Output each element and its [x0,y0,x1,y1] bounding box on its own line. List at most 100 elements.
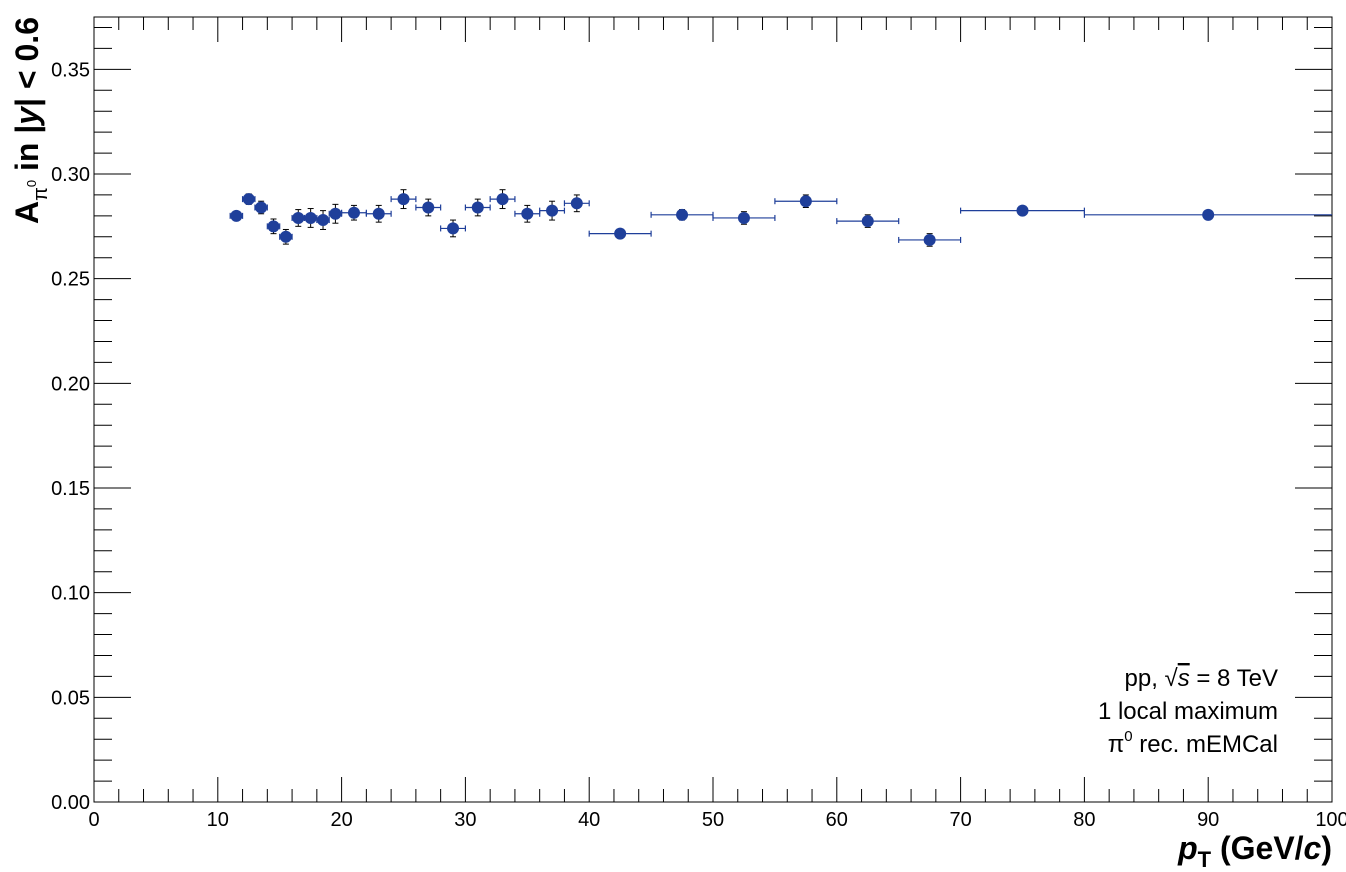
point-marker [279,230,292,243]
point-marker [496,193,509,206]
y-axis-title: Aπ0 in |y| < 0.6 [9,17,52,224]
data-point [650,208,714,221]
legend-line-1-var: s [1178,665,1190,692]
data-point [712,211,776,225]
x-tick-label: 60 [826,809,848,831]
legend-line-3-b: rec. mEMCal [1133,731,1278,758]
y-tick-label: 0.25 [51,269,90,291]
data-point [303,208,318,228]
legend-line-1-b: = 8 TeV [1190,665,1278,692]
point-marker [267,220,280,233]
x-tick-label: 0 [88,809,99,831]
data-point [836,214,900,228]
point-marker [372,207,385,220]
x-tick-label: 80 [1073,809,1095,831]
legend-line-1: pp, √s = 8 TeV [1125,665,1279,692]
data-point [316,210,330,230]
legend-line-2: 1 local maximum [1098,698,1278,725]
data-point [898,233,962,247]
y-axis-title-main: A [9,201,45,224]
x-tick-label: 20 [330,809,352,831]
x-axis-title: pT (GeV/c) [1177,830,1332,872]
point-marker [255,201,268,214]
data-point [539,200,566,221]
data-point [440,219,466,238]
y-axis-title-rest-var: y [9,105,45,127]
point-marker [676,208,689,221]
point-marker [1016,204,1029,217]
data-point [390,189,417,210]
data-point [489,189,516,210]
point-marker [1202,208,1215,221]
data-point [266,218,281,235]
data-point [1083,208,1332,221]
data-point [365,204,392,223]
minor-ticks [94,17,1332,802]
point-marker [570,197,583,210]
data-point [774,194,838,208]
y-axis-title-rest-a: in | [9,125,45,180]
data-point [415,198,442,217]
data-points [229,189,1332,247]
y-axis-title-rest-b: | < 0.6 [9,17,45,107]
x-tick-labels: 0 10 20 30 40 50 60 70 80 90 100 [88,809,1346,831]
y-tick-label: 0.10 [51,583,90,605]
y-tick-label: 0.15 [51,478,90,500]
legend-line-3-a: π [1108,731,1125,758]
point-marker [521,207,534,220]
legend-line-3-sup: 0 [1124,728,1132,745]
x-tick-label: 50 [702,809,724,831]
legend-line-1-root: √ [1165,665,1179,692]
y-axis-title-sub: π [30,187,52,201]
x-tick-label: 70 [949,809,971,831]
data-point [563,194,590,213]
x-tick-label: 100 [1315,809,1346,831]
y-tick-label: 0.00 [51,792,90,814]
point-marker [799,195,812,208]
data-point [254,200,268,215]
data-point [464,198,491,217]
x-tick-label: 30 [454,809,476,831]
plot-frame [93,16,1333,803]
x-tick-label: 10 [207,809,229,831]
legend-line-1-a: pp, [1125,665,1165,692]
x-tick-label: 90 [1197,809,1219,831]
data-point [241,193,256,206]
y-tick-label: 0.20 [51,373,90,395]
data-point [341,204,367,221]
x-axis-title-sub: T [1198,847,1212,872]
data-point [328,203,343,224]
point-marker [397,193,410,206]
point-marker [329,207,342,220]
y-tick-label: 0.30 [51,164,90,186]
data-point [588,227,652,240]
point-marker [471,201,484,214]
point-marker [447,222,460,235]
x-axis-title-units-var: c [1304,830,1322,866]
point-marker [546,204,559,217]
point-marker [230,209,243,222]
point-marker [242,193,255,206]
point-marker [317,214,330,227]
point-marker [304,211,317,224]
legend-line-3: π0 rec. mEMCal [1108,728,1278,758]
x-axis-title-units-open: (GeV/ [1211,830,1304,866]
y-tick-labels: 0.00 0.05 0.10 0.15 0.20 0.25 0.30 0.35 [51,59,90,814]
y-axis-title-subsup: 0 [24,180,39,187]
y-tick-label: 0.35 [51,59,90,81]
legend: pp, √s = 8 TeV 1 local maximum π0 rec. m… [1098,665,1278,758]
data-point [279,228,293,245]
x-tick-label: 40 [578,809,600,831]
data-point [229,209,244,222]
point-marker [347,206,360,219]
x-axis-title-units-close: ) [1321,830,1332,866]
point-marker [923,233,936,246]
point-marker [861,215,874,228]
point-marker [737,211,750,224]
y-tick-label: 0.05 [51,687,90,709]
point-marker [292,211,305,224]
point-marker [422,201,435,214]
x-axis-title-main: p [1177,830,1198,866]
